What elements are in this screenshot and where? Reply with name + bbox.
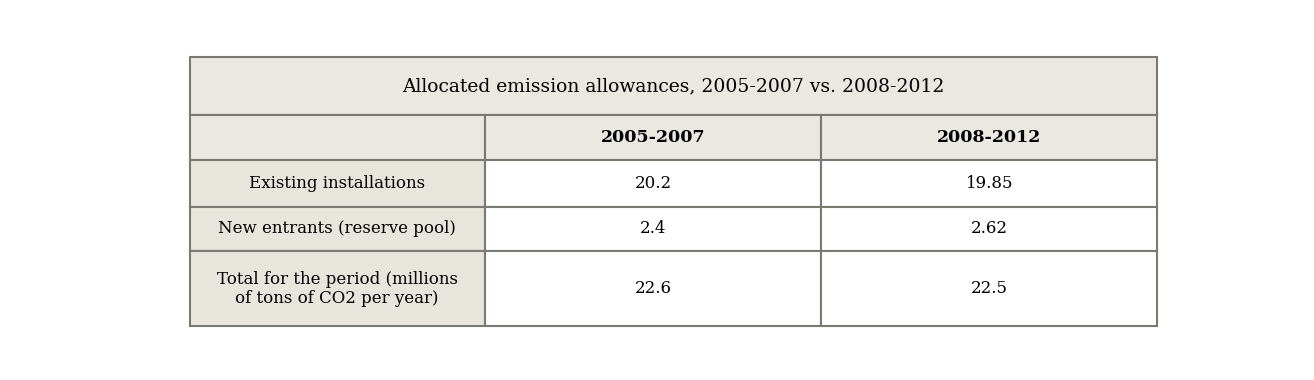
Text: 2005-2007: 2005-2007 [600, 129, 706, 146]
Bar [485, 115, 821, 160]
Bar [821, 115, 1158, 160]
Text: 20.2: 20.2 [635, 175, 671, 192]
Bar [821, 251, 1158, 326]
Bar [821, 160, 1158, 207]
Bar [189, 160, 485, 207]
Text: 2008-2012: 2008-2012 [937, 129, 1042, 146]
Bar [189, 115, 485, 160]
Text: Allocated emission allowances, 2005-2007 vs. 2008-2012: Allocated emission allowances, 2005-2007… [402, 77, 945, 95]
Bar [189, 207, 485, 251]
Bar [189, 57, 1158, 115]
Text: 22.5: 22.5 [971, 280, 1008, 297]
Bar [485, 207, 821, 251]
Text: Total for the period (millions
of tons of CO2 per year): Total for the period (millions of tons o… [217, 271, 457, 307]
Text: 22.6: 22.6 [635, 280, 671, 297]
Text: Existing installations: Existing installations [250, 175, 426, 192]
Text: 19.85: 19.85 [966, 175, 1013, 192]
Text: 2.4: 2.4 [640, 220, 666, 238]
Bar [821, 207, 1158, 251]
Text: 2.62: 2.62 [971, 220, 1008, 238]
Text: New entrants (reserve pool): New entrants (reserve pool) [218, 220, 456, 238]
Bar [189, 251, 485, 326]
Bar [485, 251, 821, 326]
Bar [485, 160, 821, 207]
